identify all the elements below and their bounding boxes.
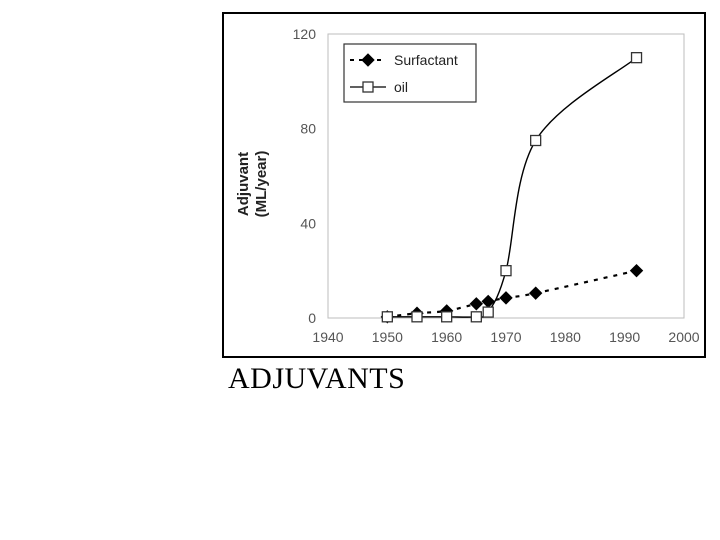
y-axis-label: (ML/year)	[253, 151, 270, 218]
series-line-surfactant	[387, 269, 637, 318]
data-point-oil	[470, 311, 482, 323]
slide-caption: ADJUVANTS	[228, 362, 406, 395]
y-axis-label: Adjuvant	[235, 152, 252, 216]
data-point-oil	[381, 311, 393, 323]
y-tick-label: 120	[293, 26, 317, 42]
legend-label-oil: oil	[394, 79, 408, 95]
x-tick-label: 2000	[668, 329, 699, 345]
data-point-oil	[630, 52, 643, 64]
data-point-oil	[500, 265, 512, 277]
data-point-surfactant	[629, 263, 644, 278]
y-tick-label: 40	[300, 215, 316, 231]
y-tick-label: 0	[308, 310, 316, 326]
x-tick-label: 1980	[550, 329, 581, 345]
x-tick-label: 1970	[490, 329, 521, 345]
legend-marker-oil	[362, 81, 374, 93]
data-point-surfactant	[499, 291, 513, 305]
x-tick-label: 1950	[372, 329, 403, 345]
chart-frame: 0 40 80 120 1940 1950 1960 1970 1980 1990 2000 Adju…	[222, 12, 706, 358]
data-point-surfactant	[528, 286, 543, 300]
data-point-oil	[530, 134, 542, 147]
data-point-oil	[411, 311, 423, 323]
x-tick-label: 1940	[312, 329, 343, 345]
data-point-oil	[482, 306, 494, 318]
x-tick-label: 1990	[609, 329, 640, 345]
data-point-surfactant	[469, 297, 484, 311]
legend-marker-surfactant	[361, 53, 375, 67]
plot-area	[327, 33, 685, 319]
chart-svg: 0 40 80 120 1940 1950 1960 1970 1980 1990 2000 Adju…	[235, 26, 700, 345]
data-point-oil	[441, 311, 453, 323]
y-tick-label: 80	[300, 121, 316, 137]
legend-label-surfactant: Surfactant	[394, 52, 458, 68]
x-tick-label: 1960	[431, 329, 462, 345]
